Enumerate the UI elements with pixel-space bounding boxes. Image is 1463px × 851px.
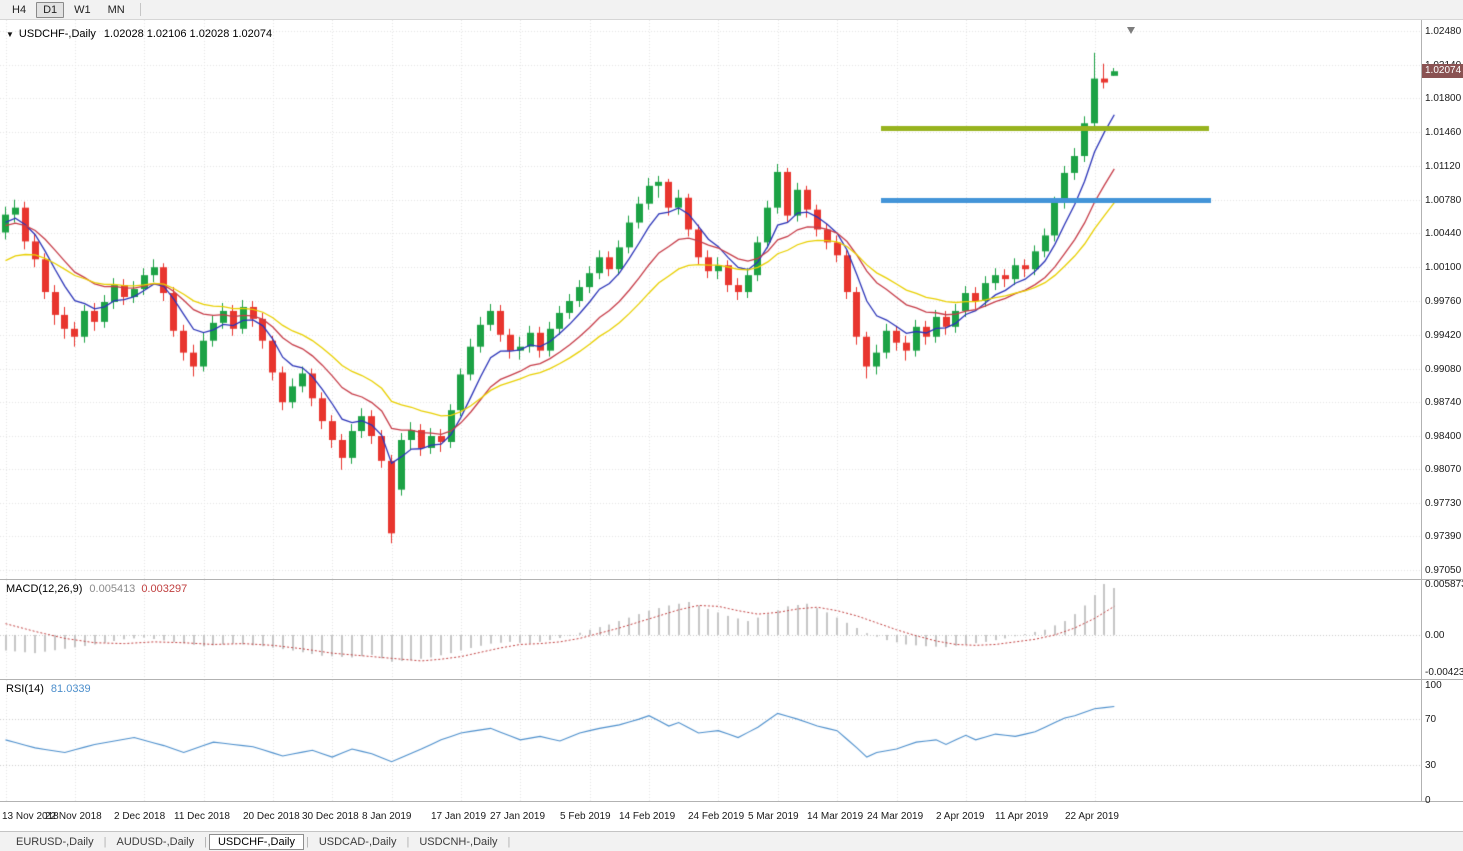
macd-main-value: 0.005413 [89, 583, 136, 595]
chart-tab-usdchf[interactable]: USDCHF-,Daily [208, 833, 304, 850]
price-axis-label: 1.00780 [1425, 195, 1462, 206]
date-axis-label: 8 Jan 2019 [362, 811, 412, 822]
current-price-tag: 1.02074 [1422, 64, 1463, 78]
macd-indicator-canvas[interactable] [0, 580, 1421, 680]
rsi-axis-label: 30 [1425, 760, 1437, 771]
date-axis-label: 27 Jan 2019 [490, 811, 546, 822]
chart-shift-marker-icon[interactable] [1127, 27, 1135, 34]
date-axis-label: 5 Feb 2019 [560, 811, 611, 822]
price-axis-label: 0.98400 [1425, 431, 1462, 442]
macd-axis-label: -0.004234 [1425, 667, 1463, 678]
date-axis-label: 5 Mar 2019 [748, 811, 799, 822]
macd-axis-label: 0.00 [1425, 630, 1445, 641]
price-axis-label: 0.97730 [1425, 498, 1462, 509]
rsi-axis-label: 100 [1425, 680, 1442, 691]
chart-window: ▼ USDCHF-,Daily 1.02028 1.02106 1.02028 1.… [0, 20, 1463, 831]
timeframe-button-mn[interactable]: MN [107, 3, 125, 16]
date-axis-label: 13 Nov 2018 [2, 811, 59, 822]
tab-separator: | [305, 835, 309, 848]
macd-signal-value: 0.003297 [141, 583, 188, 595]
chart-ohlc-values: 1.02028 1.02106 1.02028 1.02074 [103, 28, 273, 40]
chart-tab-audusd[interactable]: AUDUSD-,Daily [116, 835, 195, 848]
price-chart-canvas[interactable] [0, 20, 1421, 579]
price-axis-label: 0.97050 [1425, 565, 1462, 576]
timeframe-button-w1[interactable]: W1 [74, 3, 91, 16]
time-axis[interactable]: 13 Nov 2018 22 Nov 2018 2 Dec 2018 11 Dec 2… [0, 802, 1421, 829]
chart-tabs-bar: EURUSD-,Daily | AUDUSD-,Daily | USDCHF-,Dail… [0, 831, 1463, 851]
price-axis-label: 0.98070 [1425, 464, 1462, 475]
price-axis-label: 0.97390 [1425, 531, 1462, 542]
chart-symbol-label: USDCHF-,Daily [18, 28, 96, 40]
timeframe-toolbar: H4 D1 W1 MN [0, 0, 1463, 20]
date-axis-label: 14 Feb 2019 [619, 811, 676, 822]
price-axis-label: 1.01120 [1425, 161, 1461, 172]
expand-triangle-icon[interactable]: ▼ [6, 30, 14, 39]
tab-separator: | [103, 835, 107, 848]
rsi-axis-label: 0 [1425, 795, 1431, 806]
date-axis-label: 11 Apr 2019 [995, 811, 1049, 822]
toolbar-separator [139, 3, 141, 16]
date-axis-label: 22 Nov 2018 [45, 811, 102, 822]
date-axis-label: 22 Apr 2019 [1065, 811, 1119, 822]
tab-separator: | [406, 835, 410, 848]
price-axis-label: 1.01460 [1425, 127, 1462, 138]
panel-separator [0, 801, 1463, 802]
date-axis-label: 20 Dec 2018 [243, 811, 300, 822]
rsi-axis-label: 70 [1425, 714, 1437, 725]
price-axis-label: 0.98740 [1425, 397, 1462, 408]
rsi-value: 81.0339 [50, 683, 91, 695]
chart-tab-usdcad[interactable]: USDCAD-,Daily [318, 835, 397, 848]
timeframe-button-d1[interactable]: D1 [36, 1, 65, 18]
timeframe-button-h4[interactable]: H4 [12, 3, 27, 16]
price-axis-label: 0.99080 [1425, 364, 1462, 375]
date-axis-label: 11 Dec 2018 [174, 811, 230, 822]
price-axis-label: 1.00100 [1425, 262, 1462, 273]
price-axis-label: 1.01800 [1425, 93, 1462, 104]
tab-separator: | [507, 835, 511, 848]
chart-tab-eurusd[interactable]: EURUSD-,Daily [16, 835, 94, 848]
price-axis-label: 1.00440 [1425, 228, 1462, 239]
chart-tab-usdcnh[interactable]: USDCNH-,Daily [419, 835, 498, 848]
date-axis-label: 2 Dec 2018 [114, 811, 166, 822]
date-axis-label: 17 Jan 2019 [431, 811, 487, 822]
macd-indicator-name: MACD(12,26,9) [6, 583, 83, 595]
rsi-indicator-name: RSI(14) [6, 683, 44, 695]
date-axis-label: 30 Dec 2018 [302, 811, 359, 822]
chart-title: ▼ USDCHF-,Daily 1.02028 1.02106 1.02028 1.… [6, 28, 272, 40]
timeframe-button-group: H4 D1 W1 MN [5, 1, 132, 18]
date-axis-label: 2 Apr 2019 [936, 811, 985, 822]
date-axis-label: 24 Mar 2019 [867, 811, 924, 822]
price-axis[interactable]: 1.024801.021401.018001.014601.011201.007… [1421, 20, 1463, 806]
tab-separator: | [204, 835, 207, 848]
price-axis-label: 0.99420 [1425, 330, 1462, 341]
date-axis-label: 24 Feb 2019 [688, 811, 745, 822]
rsi-indicator-canvas[interactable] [0, 680, 1421, 802]
macd-axis-label: 0.005873 [1425, 579, 1463, 590]
macd-panel-label: MACD(12,26,9) 0.005413 0.003297 [6, 583, 187, 595]
panel-separator[interactable] [0, 679, 1463, 680]
price-axis-label: 1.02480 [1425, 26, 1462, 37]
price-axis-label: 0.99760 [1425, 296, 1462, 307]
rsi-panel-label: RSI(14) 81.0339 [6, 683, 91, 695]
panel-separator[interactable] [0, 579, 1463, 580]
date-axis-label: 14 Mar 2019 [807, 811, 864, 822]
